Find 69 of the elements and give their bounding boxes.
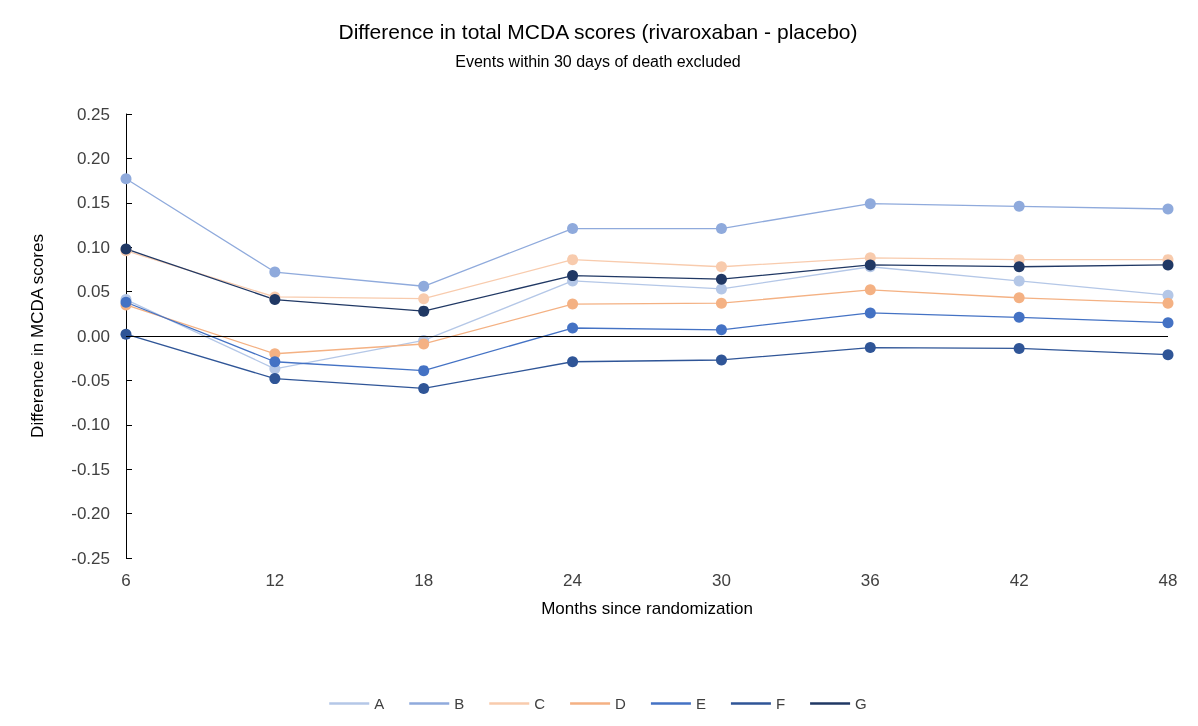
y-tick-label: 0.20 bbox=[76, 148, 110, 168]
legend-label: E bbox=[695, 695, 706, 712]
x-tick-label: 12 bbox=[265, 571, 285, 590]
x-tick-label: 36 bbox=[860, 571, 880, 590]
point bbox=[715, 354, 727, 366]
point bbox=[567, 298, 579, 310]
point bbox=[864, 198, 876, 210]
point bbox=[120, 328, 132, 340]
point bbox=[269, 373, 281, 385]
y-tick-label: 0.00 bbox=[76, 326, 110, 346]
legend-label: F bbox=[775, 695, 786, 712]
point bbox=[1013, 342, 1025, 354]
x-tick-label: 24 bbox=[563, 571, 583, 590]
point bbox=[1013, 311, 1025, 323]
legend-label: B bbox=[454, 695, 465, 712]
point bbox=[418, 293, 430, 305]
point bbox=[715, 261, 727, 273]
point bbox=[269, 356, 281, 368]
point bbox=[1162, 203, 1174, 215]
chart-title: Difference in total MCDA scores (rivaroxaban - placebo) bbox=[338, 20, 858, 43]
y-tick-label: -0.10 bbox=[71, 415, 110, 435]
point bbox=[1013, 275, 1025, 287]
point bbox=[715, 324, 727, 336]
point bbox=[1013, 292, 1025, 304]
point bbox=[418, 280, 430, 292]
point bbox=[1162, 259, 1174, 271]
y-tick-label: 0.05 bbox=[76, 282, 110, 302]
x-tick-label: 18 bbox=[414, 571, 434, 590]
point bbox=[567, 356, 579, 368]
point bbox=[1162, 297, 1174, 309]
x-tick-label: 48 bbox=[1158, 571, 1178, 590]
point bbox=[1162, 349, 1174, 361]
point bbox=[715, 223, 727, 235]
point bbox=[864, 307, 876, 319]
y-tick-label: -0.15 bbox=[71, 459, 110, 479]
point bbox=[269, 266, 281, 278]
point bbox=[715, 297, 727, 309]
y-tick-label: 0.10 bbox=[76, 237, 110, 257]
point bbox=[418, 338, 430, 350]
point bbox=[1013, 261, 1025, 273]
x-tick-label: 6 bbox=[121, 571, 131, 590]
legend-label: D bbox=[615, 695, 627, 712]
point bbox=[864, 284, 876, 296]
y-tick-label: -0.25 bbox=[71, 548, 110, 568]
x-tick-label: 30 bbox=[711, 571, 731, 590]
point bbox=[418, 305, 430, 317]
y-tick-label: -0.05 bbox=[71, 370, 110, 390]
point bbox=[567, 322, 579, 334]
y-axis-title: Difference in MCDA scores bbox=[28, 234, 47, 438]
point bbox=[120, 173, 132, 185]
point bbox=[418, 382, 430, 394]
x-axis-title: Months since randomization bbox=[541, 599, 753, 618]
point bbox=[715, 273, 727, 285]
point bbox=[1162, 317, 1174, 329]
chart-subtitle: Events within 30 days of death excluded bbox=[455, 52, 741, 70]
y-tick-label: -0.20 bbox=[71, 504, 110, 524]
point bbox=[567, 223, 579, 235]
legend-label: G bbox=[855, 695, 867, 712]
legend-label: A bbox=[374, 695, 385, 712]
point bbox=[715, 283, 727, 295]
point bbox=[418, 365, 430, 377]
point bbox=[864, 342, 876, 354]
x-tick-label: 42 bbox=[1009, 571, 1029, 590]
point bbox=[567, 270, 579, 282]
legend-label: C bbox=[534, 695, 546, 712]
point bbox=[567, 254, 579, 266]
point bbox=[1013, 200, 1025, 212]
y-tick-label: 0.25 bbox=[76, 104, 110, 124]
y-tick-label: 0.15 bbox=[76, 193, 110, 213]
